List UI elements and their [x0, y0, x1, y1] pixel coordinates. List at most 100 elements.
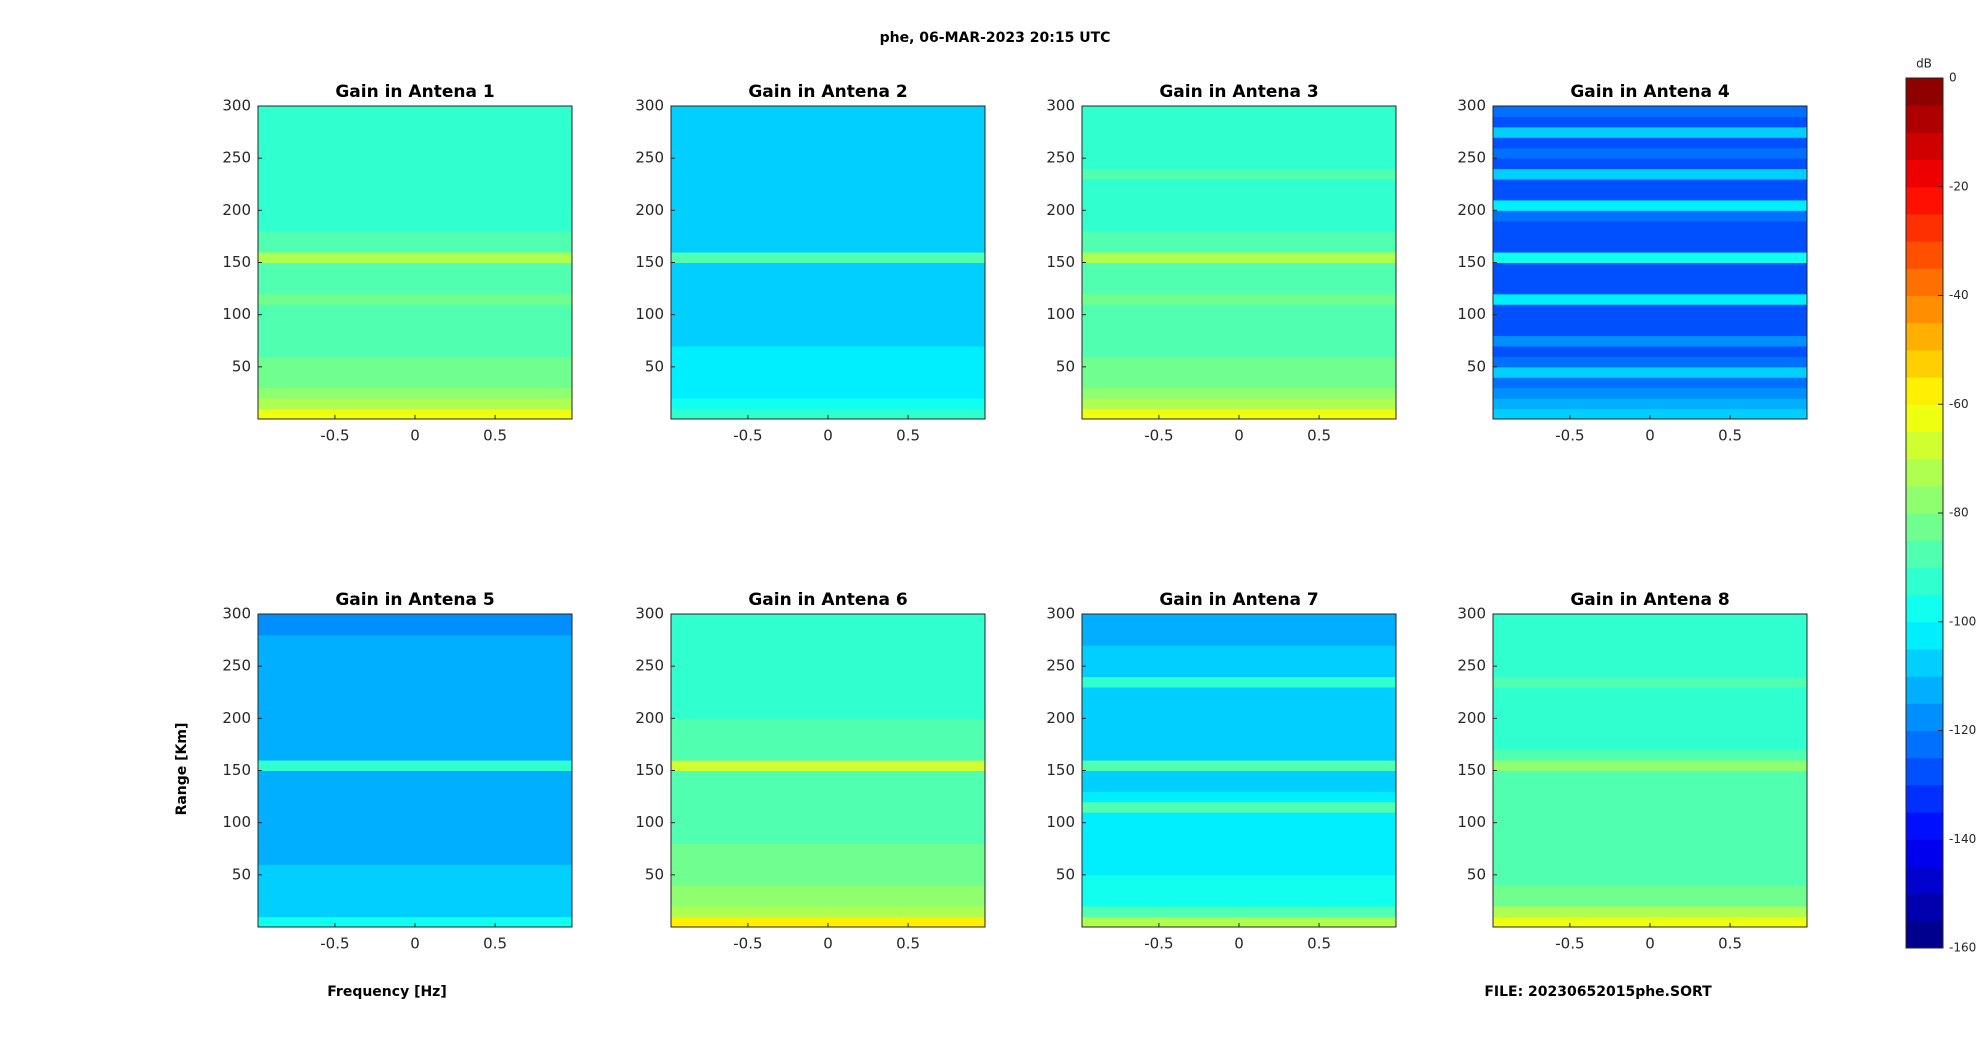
heatmap-cell — [1493, 377, 1807, 389]
heatmap-cell — [1082, 885, 1396, 897]
panel-title: Gain in Antena 8 — [1570, 590, 1729, 610]
heatmap-cell — [671, 220, 985, 232]
heatmap-cell — [258, 325, 572, 337]
heatmap-cell — [671, 126, 985, 138]
heatmap-cell — [1493, 199, 1807, 211]
heatmap-cell — [671, 377, 985, 389]
x-tick-label: -0.5 — [1555, 427, 1584, 445]
heatmap-cell — [1493, 916, 1807, 928]
heatmap-cell — [1082, 377, 1396, 389]
heatmap-cell — [1493, 387, 1807, 399]
colorbar-segment — [1906, 784, 1943, 813]
heatmap-cell — [1493, 356, 1807, 368]
heatmap-cell — [258, 655, 572, 667]
heatmap-cell — [258, 387, 572, 399]
y-tick-label: 250 — [222, 657, 251, 675]
file-label: FILE: 20230652015phe.SORT — [1484, 984, 1712, 1000]
colorbar-tick-label: -100 — [1949, 614, 1976, 628]
heatmap-cell — [671, 822, 985, 834]
heatmap-cell — [671, 895, 985, 907]
heatmap-cell — [1493, 687, 1807, 698]
heatmap-cell — [671, 231, 985, 243]
x-tick-label: 0 — [1645, 935, 1655, 953]
heatmap-cell — [671, 366, 985, 378]
heatmap-cell — [1082, 833, 1396, 845]
y-tick-label: 100 — [1046, 305, 1075, 323]
heatmap-cell — [258, 780, 572, 792]
heatmap-cell — [1082, 106, 1396, 117]
heatmap-cell — [671, 304, 985, 316]
heatmap-cell — [1082, 126, 1396, 138]
heatmap-cell — [671, 655, 985, 667]
colorbar-segment — [1906, 377, 1943, 405]
heatmap-cell — [1082, 283, 1396, 295]
heatmap-cell — [1082, 801, 1396, 813]
heatmap-cell — [671, 676, 985, 688]
y-tick-label: 300 — [222, 97, 251, 115]
heatmap-cell — [1082, 645, 1396, 657]
y-tick-label: 50 — [1467, 865, 1486, 883]
panel-title: Gain in Antena 6 — [748, 590, 907, 610]
y-tick-label: 150 — [222, 761, 251, 779]
heatmap-cell — [1082, 335, 1396, 347]
x-tick-label: 0 — [823, 427, 833, 445]
heatmap-cell — [671, 739, 985, 751]
panel-title: Gain in Antena 4 — [1570, 82, 1730, 102]
heatmap-cell — [1493, 812, 1807, 824]
heatmap-cell — [1493, 895, 1807, 907]
heatmap-cell — [1493, 408, 1807, 420]
heatmap-cell — [1082, 687, 1396, 698]
x-tick-label: 0 — [410, 935, 420, 953]
heatmap-cell — [671, 728, 985, 740]
heatmap-cell — [1082, 398, 1396, 410]
y-tick-label: 200 — [222, 709, 251, 727]
heatmap-cell — [1493, 147, 1807, 159]
y-tick-label: 200 — [1457, 709, 1486, 727]
y-tick-label: 150 — [1046, 761, 1075, 779]
heatmap-cell — [1082, 760, 1396, 771]
heatmap-cell — [258, 356, 572, 368]
y-tick-label: 50 — [1056, 357, 1075, 375]
colorbar-tick-label: -20 — [1949, 179, 1969, 193]
heatmap-cell — [258, 874, 572, 886]
heatmap-cell — [258, 252, 572, 263]
heatmap-cell — [671, 812, 985, 824]
y-tick-label: 100 — [222, 305, 251, 323]
y-tick-label: 300 — [222, 605, 251, 623]
panel-title: Gain in Antena 2 — [748, 82, 907, 102]
heatmap-cell — [258, 791, 572, 803]
y-tick-label: 250 — [1046, 657, 1075, 675]
heatmap-cell — [1082, 676, 1396, 688]
panel-title: Gain in Antena 7 — [1159, 590, 1318, 610]
heatmap-cell — [1082, 220, 1396, 232]
heatmap-cell — [1082, 791, 1396, 803]
heatmap-cell — [1082, 843, 1396, 855]
heatmap-cell — [1493, 179, 1807, 190]
heatmap-cell — [258, 179, 572, 190]
x-tick-label: 0.5 — [483, 427, 507, 445]
heatmap-cell — [1493, 718, 1807, 730]
colorbar-tick-label: -140 — [1949, 832, 1976, 846]
colorbar-segment — [1906, 458, 1943, 487]
heatmap-cell — [1493, 645, 1807, 657]
heatmap-cell — [1082, 906, 1396, 918]
heatmap-cell — [1493, 885, 1807, 897]
x-tick-label: 0 — [1234, 427, 1244, 445]
heatmap-cell — [258, 707, 572, 719]
heatmap-cell — [258, 377, 572, 389]
heatmap-cell — [1493, 210, 1807, 222]
heatmap-cell — [671, 634, 985, 646]
heatmap-cell — [1082, 168, 1396, 180]
heatmap-cell — [1082, 137, 1396, 149]
heatmap-cell — [1493, 293, 1807, 305]
heatmap-cell — [258, 739, 572, 751]
y-tick-label: 50 — [1056, 865, 1075, 883]
heatmap-cell — [671, 283, 985, 295]
heatmap-cell — [258, 614, 572, 625]
heatmap-cell — [671, 252, 985, 263]
y-tick-label: 50 — [645, 865, 664, 883]
colorbar-segment — [1906, 132, 1943, 161]
colorbar-segment — [1906, 431, 1943, 460]
heatmap-cell — [671, 168, 985, 180]
y-tick-label: 150 — [1046, 253, 1075, 271]
